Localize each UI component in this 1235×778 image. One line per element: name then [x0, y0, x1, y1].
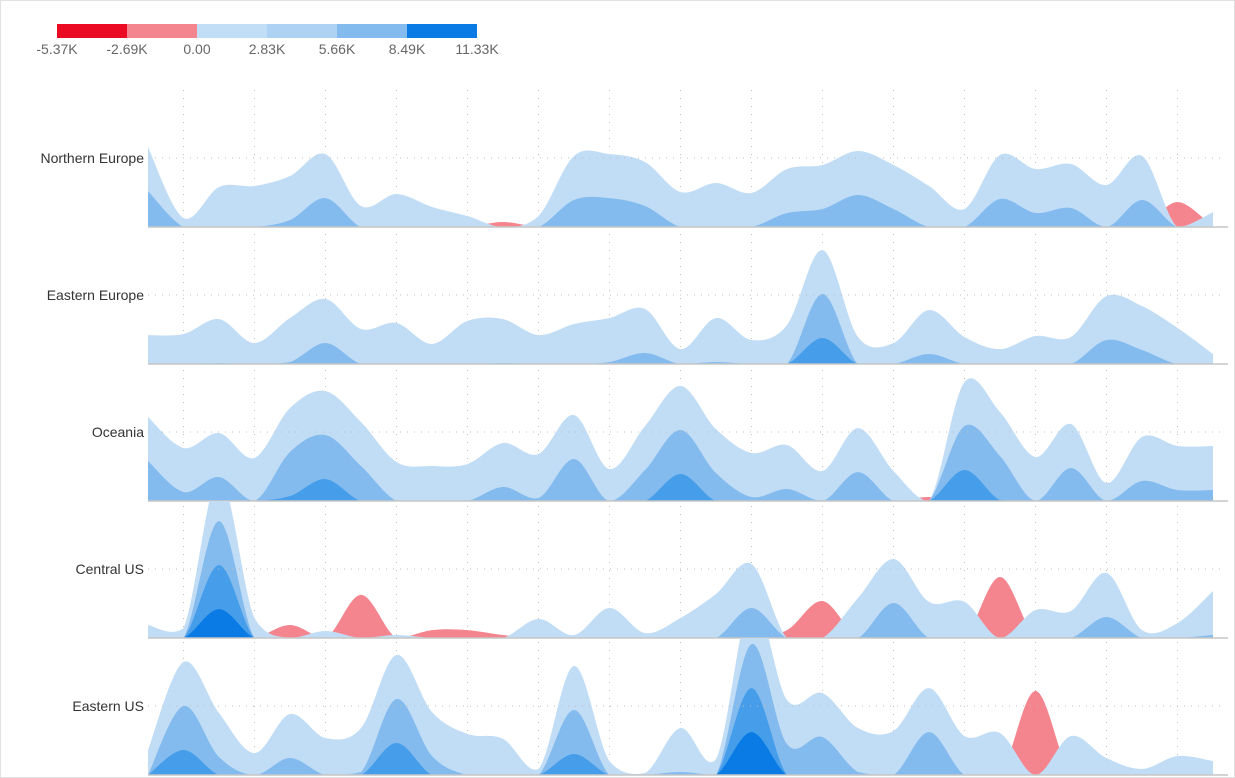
row-label-eastern-europe: Eastern Europe: [46, 287, 144, 303]
legend-swatch-pos-1: [197, 24, 267, 38]
positive-band-central-us-1: [148, 501, 1213, 638]
positive-band-eastern-europe-1: [148, 249, 1213, 364]
legend-swatch-neg-1: [127, 24, 197, 38]
positive-band-oceania-2: [148, 424, 1213, 501]
legend-swatch-pos-4: [407, 24, 477, 38]
positive-band-northern-europe-1: [148, 147, 1213, 227]
positive-band-eastern-europe-2: [148, 294, 1213, 364]
horizon-row-northern-europe: [148, 147, 1213, 227]
row-label-central-us: Central US: [75, 561, 144, 577]
positive-band-oceania-3: [148, 470, 1213, 501]
legend-tick-label: 0.00: [183, 41, 211, 57]
row-label-northern-europe: Northern Europe: [40, 150, 144, 166]
positive-band-northern-europe-2: [148, 191, 1213, 227]
legend-swatch-neg-2: [57, 24, 127, 38]
legend-tick-label: -2.69K: [106, 41, 148, 57]
horizon-row-eastern-us: [148, 638, 1213, 775]
legend-tick-label: 11.33K: [455, 41, 499, 57]
row-label-oceania: Oceania: [91, 424, 144, 440]
positive-band-eastern-us-2: [148, 643, 1213, 775]
legend-tick-label: -5.37K: [36, 41, 78, 57]
color-legend: -5.37K -2.69K 0.00 2.83K 5.66K 8.49K 11.…: [36, 24, 499, 64]
legend-swatch-pos-2: [267, 24, 337, 38]
legend-swatch-pos-3: [337, 24, 407, 38]
legend-tick-label: 8.49K: [388, 41, 426, 57]
row-label-eastern-us: Eastern US: [72, 698, 144, 714]
legend-tick-label: 5.66K: [318, 41, 356, 57]
horizon-row-oceania: [148, 378, 1213, 501]
positive-band-central-us-2: [148, 521, 1213, 638]
negative-band-central-us-1: [148, 577, 1213, 638]
legend-tick-label: 2.83K: [248, 41, 286, 57]
horizon-row-eastern-europe: [148, 249, 1213, 364]
horizon-row-central-us: [148, 501, 1213, 638]
